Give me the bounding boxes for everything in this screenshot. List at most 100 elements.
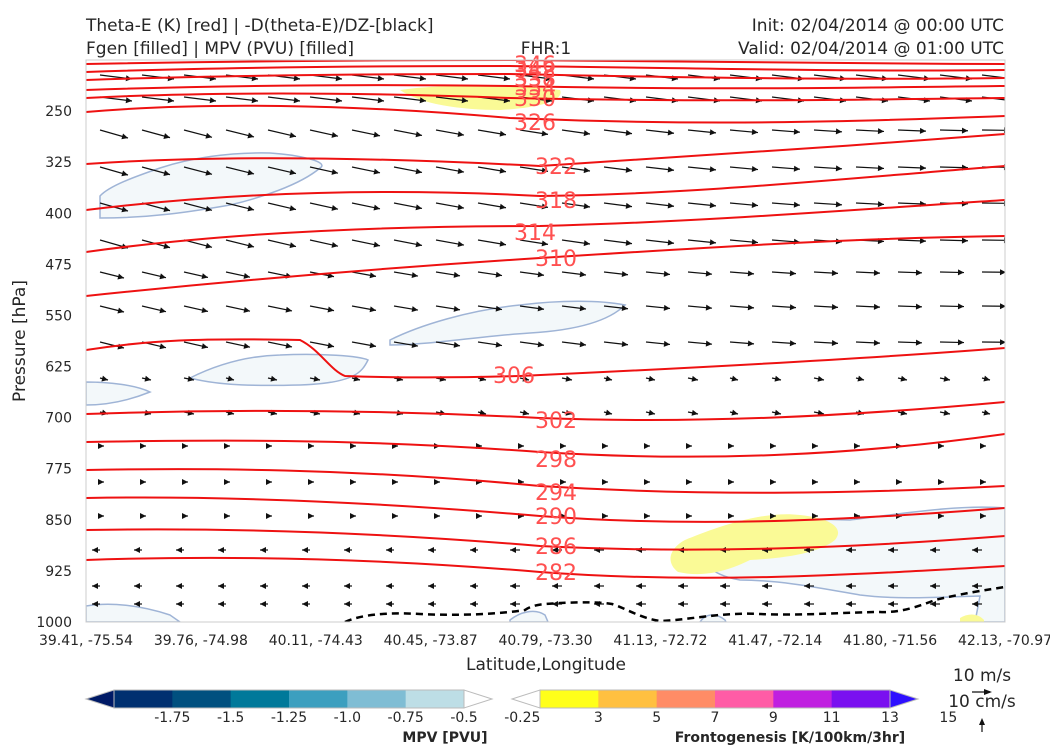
wind-vector-head [747, 304, 754, 311]
wind-vector-head [728, 443, 734, 449]
theta-e-contour-line [86, 496, 1005, 523]
wind-vector-head [428, 547, 434, 553]
wind-vector-head [541, 130, 548, 137]
wind-vector-head [476, 513, 482, 519]
wind-vector-head [350, 513, 356, 519]
wind-vector-head [182, 513, 188, 519]
wind-vector-head [854, 443, 860, 449]
wind-vector-head [285, 342, 292, 349]
wind-vector-head [625, 166, 632, 173]
ref-vector-horizontal-arrowhead [984, 689, 992, 695]
wind-vector-head [835, 201, 842, 208]
theta-e-contour-line [86, 72, 1005, 81]
wind-vector-head [201, 343, 208, 350]
colorbar-segment [114, 690, 173, 708]
wind-vector-head [101, 375, 108, 382]
wind-vector-head [579, 271, 586, 278]
wind-vector-head [344, 547, 350, 553]
theta-e-contour-label: 294 [535, 481, 577, 506]
wind-vector-head [789, 340, 796, 347]
colorbar-segment [715, 690, 774, 708]
theta-e-contour-line [86, 165, 1005, 211]
wind-vector-head [873, 303, 880, 310]
wind-vector-head [587, 75, 594, 82]
wind-vector-head [270, 375, 277, 382]
wind-vector-head [804, 583, 810, 589]
mpv-colorbar-label: MPV [PVU] [402, 730, 487, 746]
colorbar-segment [598, 690, 658, 708]
wind-vector-head [720, 583, 726, 589]
plot-frame [85, 59, 1006, 623]
wind-vector-head [854, 479, 860, 485]
wind-vector-head [751, 239, 758, 245]
wind-vector-head [980, 443, 986, 449]
wind-vector-head [877, 165, 884, 172]
wind-vector-head [251, 97, 258, 104]
wind-vector-head [648, 375, 655, 382]
fgen-colorbar-label: Frontogenesis [K/100km/3hr] [675, 730, 905, 746]
y-tick-label: 400 [45, 206, 72, 222]
wind-vector-head [218, 583, 224, 589]
wind-vector-head [117, 307, 124, 314]
x-tick-label: 39.76, -74.98 [154, 633, 248, 649]
wind-vector-head [335, 75, 342, 82]
wind-vector-head [224, 443, 230, 449]
theta-e-contour-line [86, 84, 1005, 91]
wind-vector-head [686, 479, 692, 485]
wind-vector-head [999, 269, 1005, 276]
wind-vector-head [187, 375, 194, 382]
colorbar-tick-label: 5 [652, 710, 661, 726]
wind-vector-head [812, 443, 818, 449]
wind-vector-head [705, 270, 712, 277]
wind-vector-head [293, 97, 300, 104]
wind-vector-head [930, 601, 936, 607]
wind-vector-head [134, 601, 140, 607]
mpv-region [187, 353, 370, 387]
wind-vector-head [728, 513, 734, 519]
wind-vector-head [510, 547, 516, 553]
wind-vector-head [243, 306, 250, 313]
wind-vector-head [560, 479, 566, 485]
wind-vector-head [691, 409, 698, 416]
valid-time: Valid: 02/04/2014 @ 01:00 UTC [738, 39, 1004, 59]
mpv-region [86, 381, 152, 406]
wind-vector-head [247, 205, 254, 212]
wind-vector-head [919, 237, 926, 244]
wind-vector-head [605, 375, 612, 382]
theta-e-contour-line [86, 468, 1005, 494]
wind-vector-head [621, 305, 628, 312]
wind-vector-head [479, 409, 486, 416]
wind-vector-head [709, 166, 716, 173]
wind-vector-head [243, 342, 250, 349]
wind-vector-head [602, 443, 608, 449]
x-tick-label: 40.45, -73.87 [384, 633, 478, 649]
wind-vector-head [644, 479, 650, 485]
wind-vector-head [888, 547, 894, 553]
mpv-colorbar: -1.75 -1.5 -1.25 -1.0 -0.75 -0.5 -0.25 [84, 689, 540, 726]
theta-e-contour-line [86, 133, 1005, 168]
wind-vector-head [201, 307, 208, 314]
wind-vector-head [541, 240, 548, 247]
y-tick-label: 775 [45, 462, 72, 478]
wind-vector-head [205, 242, 212, 249]
wind-vector-head [731, 375, 738, 382]
wind-vector-head [709, 239, 716, 246]
wind-vector-head [331, 204, 338, 211]
wind-vector-head [411, 272, 418, 279]
y-tick-label: 550 [45, 308, 72, 324]
ref-vector-horizontal-label: 10 m/s [953, 666, 1011, 686]
wind-vector-head [415, 131, 422, 138]
wind-vector-head [209, 97, 216, 104]
x-tick-label: 41.80, -71.56 [843, 633, 937, 649]
wind-vector-head [92, 583, 98, 589]
title-left-1: Theta-E (K) [red] | -D(theta-E)/DZ-[blac… [85, 16, 434, 36]
wind-vector-head [510, 583, 516, 589]
wind-vector-head [121, 170, 128, 177]
wind-vector-head [510, 601, 516, 607]
x-tick-label: 39.41, -75.54 [39, 633, 133, 649]
wind-vector-head [163, 170, 170, 176]
wind-vector-head [313, 375, 320, 382]
wind-vector-head [470, 583, 476, 589]
wind-vector-head [579, 305, 586, 312]
wind-vector-head [331, 131, 338, 138]
